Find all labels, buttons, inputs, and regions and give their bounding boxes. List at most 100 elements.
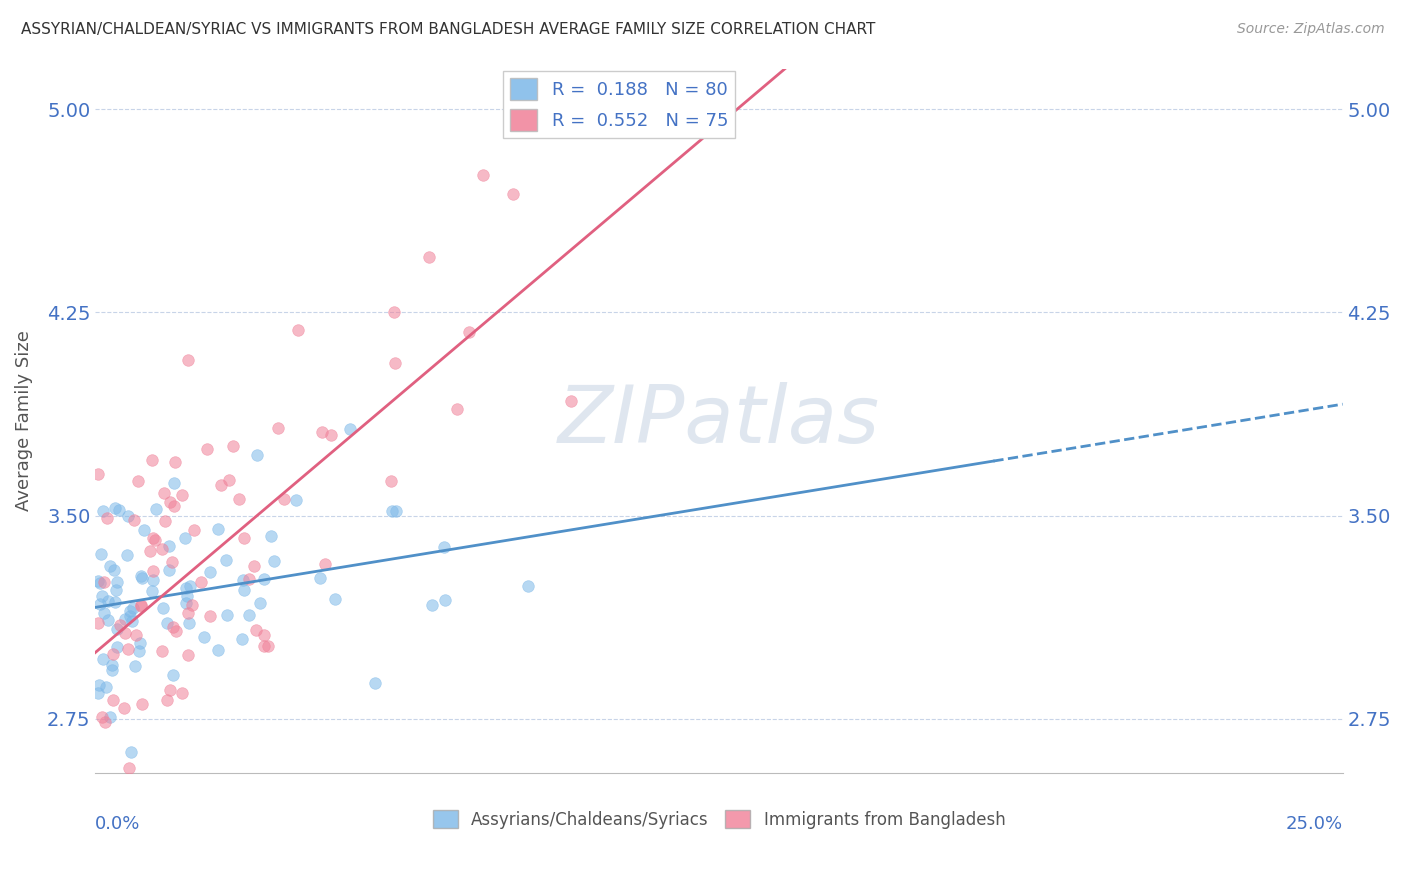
- Point: [153, 514, 176, 528]
- Point: [120, 745, 142, 759]
- Point: [179, 579, 201, 593]
- Point: [420, 598, 443, 612]
- Point: [232, 531, 254, 545]
- Point: [433, 540, 456, 554]
- Point: [141, 583, 163, 598]
- Point: [446, 402, 468, 417]
- Point: [101, 658, 124, 673]
- Point: [384, 503, 406, 517]
- Point: [93, 821, 115, 835]
- Point: [98, 710, 121, 724]
- Point: [222, 439, 245, 453]
- Point: [122, 513, 145, 527]
- Point: [104, 582, 127, 597]
- Point: [131, 697, 153, 711]
- Point: [246, 449, 269, 463]
- Point: [87, 686, 110, 700]
- Point: [245, 623, 267, 637]
- Point: [502, 187, 524, 202]
- Point: [165, 624, 187, 638]
- Point: [209, 478, 232, 492]
- Point: [145, 501, 167, 516]
- Point: [108, 617, 131, 632]
- Point: [118, 608, 141, 623]
- Point: [174, 582, 197, 596]
- Point: [311, 425, 333, 439]
- Point: [90, 547, 112, 561]
- Point: [157, 563, 180, 577]
- Point: [472, 168, 495, 182]
- Point: [97, 593, 120, 607]
- Point: [159, 682, 181, 697]
- Point: [101, 647, 124, 661]
- Point: [273, 491, 295, 506]
- Point: [115, 548, 138, 562]
- Point: [89, 597, 111, 611]
- Point: [160, 555, 183, 569]
- Point: [162, 620, 184, 634]
- Point: [124, 659, 146, 673]
- Point: [131, 571, 153, 585]
- Point: [104, 501, 127, 516]
- Point: [101, 664, 124, 678]
- Point: [207, 643, 229, 657]
- Point: [314, 557, 336, 571]
- Point: [159, 495, 181, 509]
- Point: [117, 641, 139, 656]
- Point: [89, 575, 111, 590]
- Point: [238, 572, 260, 586]
- Point: [101, 693, 124, 707]
- Point: [249, 596, 271, 610]
- Point: [87, 616, 110, 631]
- Point: [103, 563, 125, 577]
- Point: [260, 529, 283, 543]
- Point: [233, 582, 256, 597]
- Point: [142, 574, 165, 588]
- Point: [267, 420, 290, 434]
- Point: [105, 575, 128, 590]
- Point: [143, 533, 166, 547]
- Point: [114, 612, 136, 626]
- Text: ZIPatlas: ZIPatlas: [558, 382, 880, 460]
- Point: [231, 632, 253, 647]
- Point: [193, 630, 215, 644]
- Point: [176, 648, 198, 662]
- Point: [105, 622, 128, 636]
- Point: [107, 640, 129, 655]
- Point: [339, 422, 361, 436]
- Point: [177, 615, 200, 630]
- Point: [218, 474, 240, 488]
- Text: 25.0%: 25.0%: [1285, 815, 1343, 833]
- Point: [253, 627, 276, 641]
- Point: [180, 598, 202, 612]
- Point: [170, 686, 193, 700]
- Point: [121, 600, 143, 615]
- Point: [232, 573, 254, 587]
- Point: [384, 356, 406, 370]
- Point: [228, 491, 250, 506]
- Point: [183, 524, 205, 538]
- Point: [124, 628, 146, 642]
- Point: [190, 575, 212, 590]
- Point: [87, 574, 110, 588]
- Point: [418, 250, 440, 264]
- Point: [226, 791, 249, 805]
- Point: [141, 453, 163, 467]
- Legend: R =  0.188   N = 80, R =  0.552   N = 75: R = 0.188 N = 80, R = 0.552 N = 75: [503, 70, 735, 138]
- Text: Source: ZipAtlas.com: Source: ZipAtlas.com: [1237, 22, 1385, 37]
- Point: [87, 467, 110, 481]
- Point: [169, 797, 191, 811]
- Point: [176, 353, 198, 368]
- Point: [207, 523, 229, 537]
- Point: [560, 393, 582, 408]
- Point: [163, 475, 186, 490]
- Point: [108, 502, 131, 516]
- Point: [152, 601, 174, 615]
- Point: [91, 504, 114, 518]
- Point: [242, 559, 264, 574]
- Point: [309, 571, 332, 585]
- Point: [93, 575, 115, 590]
- Point: [458, 325, 481, 339]
- Point: [96, 511, 118, 525]
- Point: [284, 492, 307, 507]
